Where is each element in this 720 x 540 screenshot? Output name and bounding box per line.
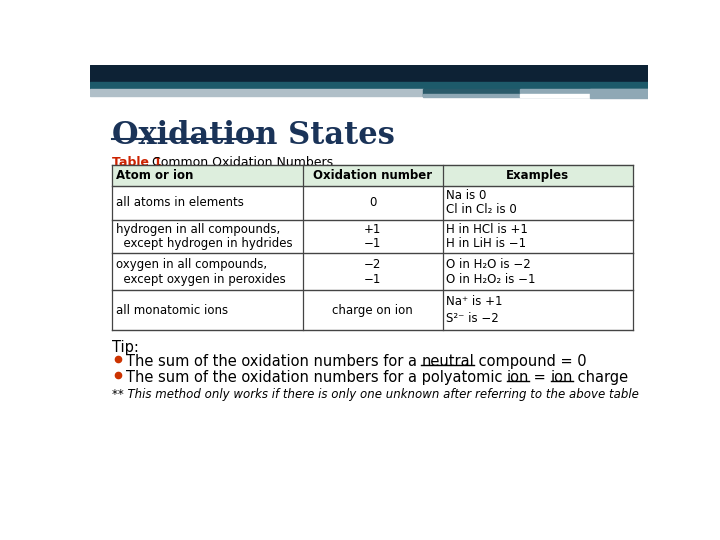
Text: O in H₂O₂ is −1: O in H₂O₂ is −1 (446, 273, 536, 286)
Text: neutral: neutral (421, 354, 474, 369)
Bar (590, 89, 648, 98)
Bar (90, 89, 423, 96)
Text: Oxidation States: Oxidation States (112, 120, 395, 151)
Text: charge on ion: charge on ion (333, 303, 413, 316)
Text: ion: ion (551, 370, 573, 386)
Text: Cl in Cl₂ is 0: Cl in Cl₂ is 0 (446, 203, 517, 216)
Text: =: = (529, 370, 551, 386)
Bar (423, 94, 648, 97)
Text: Na is 0: Na is 0 (446, 189, 487, 202)
Text: Common Oxidation Numbers: Common Oxidation Numbers (144, 156, 333, 168)
Text: 0: 0 (369, 196, 377, 209)
Text: S²⁻ is −2: S²⁻ is −2 (446, 312, 499, 325)
Text: all monatomic ions: all monatomic ions (116, 303, 228, 316)
Text: H in HCl is +1: H in HCl is +1 (446, 223, 528, 236)
Text: −1: −1 (364, 237, 382, 250)
Text: Na⁺ is +1: Na⁺ is +1 (446, 295, 503, 308)
Bar (520, 94, 590, 97)
Text: compound = 0: compound = 0 (474, 354, 587, 369)
Text: except hydrogen in hydrides: except hydrogen in hydrides (116, 237, 292, 250)
Text: except oxygen in peroxides: except oxygen in peroxides (116, 273, 285, 286)
Text: Table 1: Table 1 (112, 156, 162, 168)
Bar (423, 89, 648, 96)
Text: O in H₂O is −2: O in H₂O is −2 (446, 258, 531, 271)
Bar (112, 165, 632, 186)
Text: H in LiH is −1: H in LiH is −1 (446, 237, 526, 250)
Text: charge: charge (573, 370, 628, 386)
Text: The sum of the oxidation numbers for a polyatomic: The sum of the oxidation numbers for a p… (126, 370, 507, 386)
Text: Examples: Examples (506, 169, 569, 182)
Text: Oxidation number: Oxidation number (313, 169, 433, 182)
Text: oxygen in all compounds,: oxygen in all compounds, (116, 258, 266, 271)
Bar (520, 89, 648, 96)
Text: ion: ion (507, 370, 529, 386)
Text: +1: +1 (364, 223, 382, 236)
Text: −1: −1 (364, 273, 382, 286)
Text: hydrogen in all compounds,: hydrogen in all compounds, (116, 223, 280, 236)
Bar (90, 65, 648, 82)
Text: The sum of the oxidation numbers for a: The sum of the oxidation numbers for a (126, 354, 421, 369)
Text: Atom or ion: Atom or ion (116, 169, 193, 182)
Text: −2: −2 (364, 258, 382, 271)
Text: Tip:: Tip: (112, 340, 138, 355)
Text: ** This method only works if there is only one unknown after referring to the ab: ** This method only works if there is on… (112, 388, 639, 401)
Bar (90, 82, 648, 89)
Text: all atoms in elements: all atoms in elements (116, 196, 243, 209)
